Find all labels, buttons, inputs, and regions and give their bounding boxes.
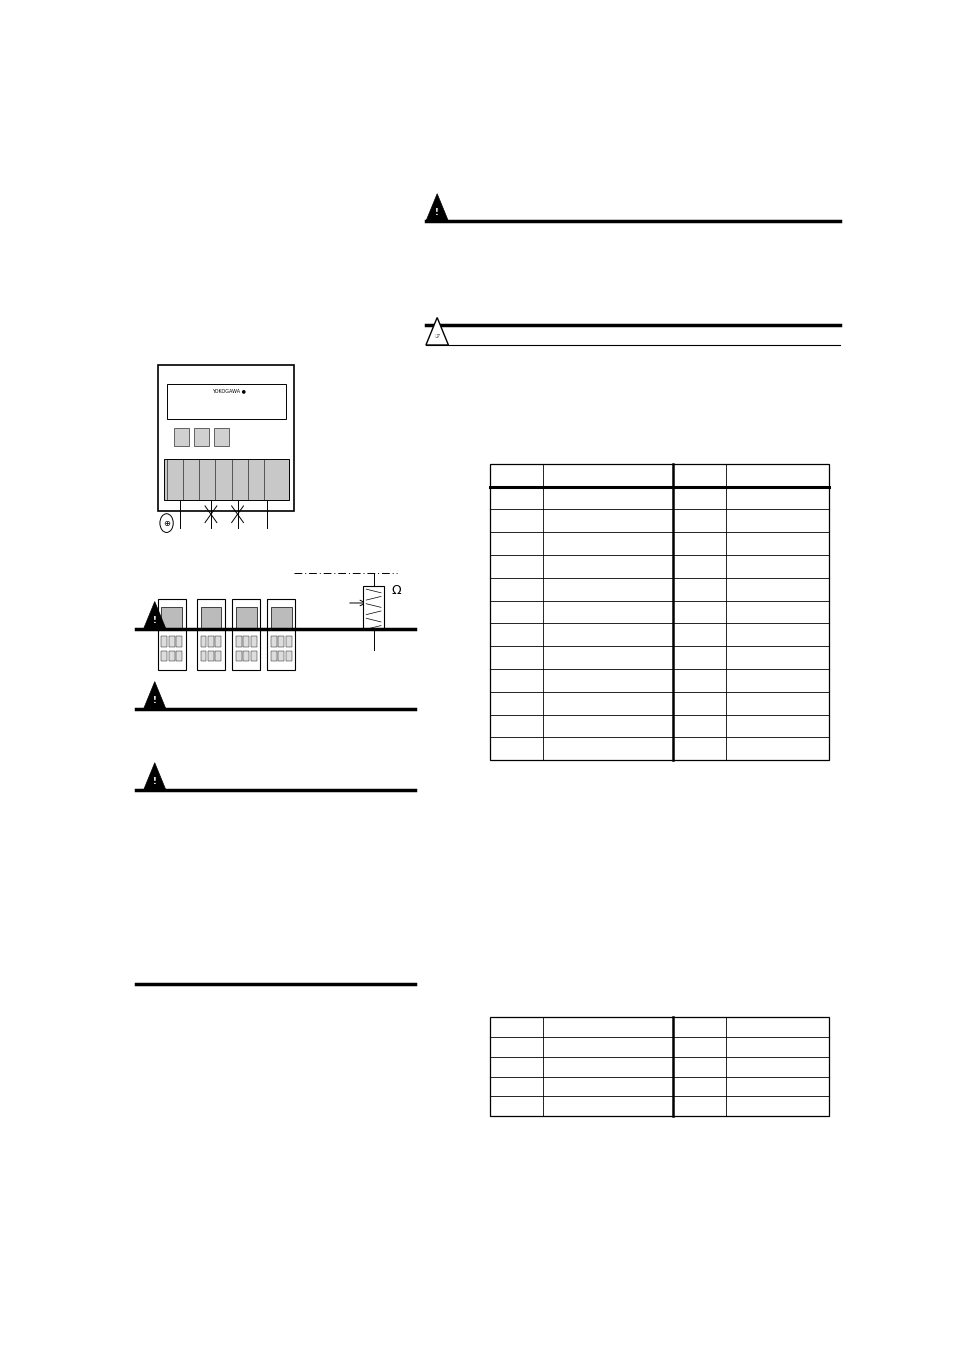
Bar	[251, 651, 256, 662]
Text: ☞: ☞	[434, 334, 439, 339]
Bar	[176, 636, 182, 647]
Text: !: !	[152, 777, 156, 786]
Bar	[285, 651, 292, 662]
Polygon shape	[143, 601, 166, 630]
Bar	[251, 636, 256, 647]
Bar	[490, 1017, 828, 1116]
Bar	[208, 651, 213, 662]
Text: !: !	[152, 616, 156, 626]
Bar	[235, 651, 242, 662]
Bar	[200, 608, 221, 630]
Bar	[196, 598, 225, 670]
Polygon shape	[425, 193, 448, 222]
Polygon shape	[425, 317, 448, 345]
Bar	[215, 651, 221, 662]
Bar	[169, 636, 174, 647]
Bar	[233, 598, 260, 670]
Bar	[235, 636, 242, 647]
Bar	[169, 651, 174, 662]
Bar	[173, 428, 189, 446]
Polygon shape	[143, 682, 166, 709]
Bar	[271, 636, 276, 647]
Text: !: !	[435, 208, 438, 218]
Bar	[208, 636, 213, 647]
Bar	[161, 608, 182, 630]
Bar	[164, 458, 288, 500]
Bar	[213, 428, 229, 446]
Bar	[243, 636, 249, 647]
Bar	[278, 651, 284, 662]
Bar	[278, 636, 284, 647]
Bar	[271, 608, 292, 630]
Bar	[157, 365, 294, 511]
Bar	[176, 651, 182, 662]
Bar	[267, 598, 294, 670]
Bar	[271, 651, 276, 662]
Bar	[215, 636, 221, 647]
Bar	[157, 598, 186, 670]
Bar	[161, 651, 167, 662]
Bar	[243, 651, 249, 662]
Bar	[167, 384, 285, 419]
Bar	[285, 636, 292, 647]
Text: $\Omega$: $\Omega$	[391, 584, 402, 597]
Bar	[161, 636, 167, 647]
Bar	[200, 651, 206, 662]
Bar	[490, 463, 828, 761]
Bar	[193, 428, 209, 446]
Circle shape	[160, 513, 173, 532]
Bar	[200, 636, 206, 647]
Text: ⊕: ⊕	[163, 519, 170, 528]
Bar	[235, 608, 256, 630]
Text: !: !	[152, 696, 156, 705]
Polygon shape	[143, 763, 166, 790]
Text: YOKOGAWA ●: YOKOGAWA ●	[212, 389, 246, 393]
Bar	[363, 585, 383, 630]
